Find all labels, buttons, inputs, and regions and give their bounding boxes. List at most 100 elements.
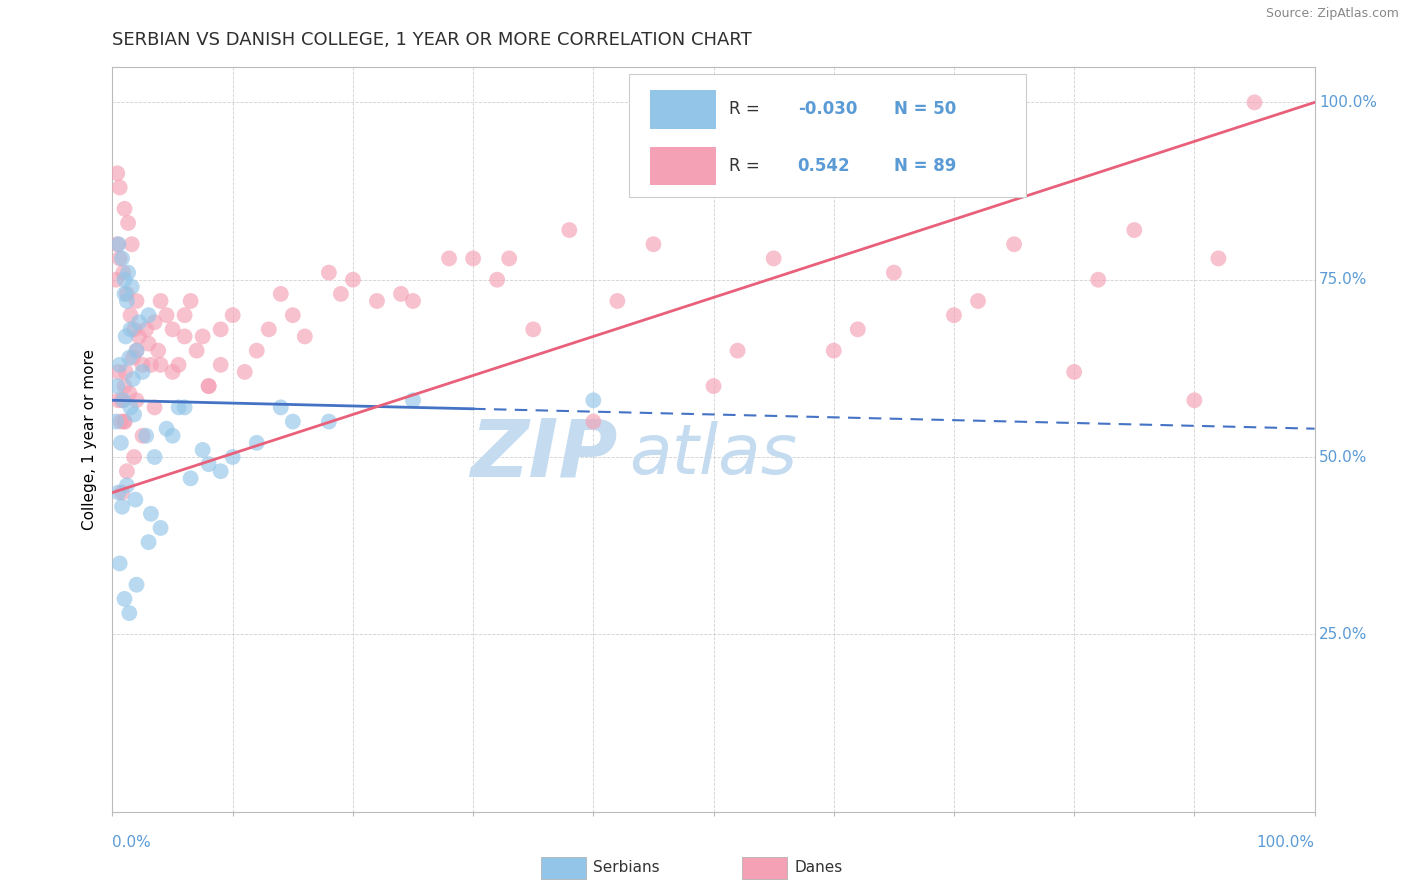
Point <box>114 365 136 379</box>
Point <box>131 358 153 372</box>
Point <box>122 408 145 422</box>
Point <box>115 464 138 478</box>
Point <box>389 286 412 301</box>
Point <box>191 442 214 457</box>
Text: R =: R = <box>730 101 765 119</box>
Point <box>121 280 143 294</box>
Point <box>318 415 340 429</box>
Point <box>246 343 269 358</box>
Point <box>942 308 965 322</box>
Point <box>186 343 208 358</box>
Point <box>110 415 132 429</box>
Point <box>114 286 136 301</box>
Point <box>118 351 141 365</box>
Text: N = 50: N = 50 <box>894 101 956 119</box>
Text: ZIP: ZIP <box>470 415 617 493</box>
Point <box>117 266 139 280</box>
Point <box>173 401 195 415</box>
Text: R =: R = <box>730 157 765 175</box>
Point <box>281 308 304 322</box>
Point <box>135 429 157 443</box>
Point <box>121 237 143 252</box>
Point <box>143 450 166 464</box>
Point <box>128 315 150 329</box>
Point <box>318 266 340 280</box>
Point <box>122 450 145 464</box>
Point <box>122 351 145 365</box>
Bar <box>650 90 716 128</box>
Point <box>727 343 749 358</box>
Point <box>122 322 145 336</box>
Point <box>967 293 990 308</box>
Text: 100.0%: 100.0% <box>1319 95 1376 110</box>
Point <box>108 252 131 266</box>
Point <box>108 180 131 194</box>
Point <box>173 308 195 322</box>
Point <box>162 429 184 443</box>
Point <box>107 365 129 379</box>
Point <box>118 606 141 620</box>
Point <box>112 393 135 408</box>
Point <box>209 322 232 336</box>
Point <box>209 358 232 372</box>
Point <box>115 478 138 492</box>
Point <box>606 293 628 308</box>
Point <box>122 372 145 386</box>
Text: 0.542: 0.542 <box>797 157 851 175</box>
Point <box>702 379 725 393</box>
Point <box>180 293 202 308</box>
Point <box>1184 393 1206 408</box>
Point <box>209 464 232 478</box>
Point <box>107 393 129 408</box>
Point <box>146 343 169 358</box>
Point <box>125 393 148 408</box>
Point <box>486 273 509 287</box>
Point <box>138 336 160 351</box>
Point <box>173 329 195 343</box>
Point <box>180 471 202 485</box>
Point <box>131 365 153 379</box>
Point <box>110 435 132 450</box>
Point <box>114 415 136 429</box>
Point <box>114 415 136 429</box>
Point <box>108 358 131 372</box>
Point <box>197 457 219 471</box>
Point <box>120 308 142 322</box>
Point <box>125 578 148 592</box>
Point <box>143 401 166 415</box>
Point <box>149 358 172 372</box>
Text: 25.0%: 25.0% <box>1319 627 1367 642</box>
Text: 50.0%: 50.0% <box>1319 450 1367 465</box>
Text: Danes: Danes <box>794 860 842 874</box>
Point <box>108 557 131 571</box>
Point <box>138 308 160 322</box>
Point <box>1087 273 1109 287</box>
Point <box>329 286 352 301</box>
Text: atlas: atlas <box>630 421 797 488</box>
Point <box>270 401 292 415</box>
Point <box>155 422 177 436</box>
Point <box>162 365 184 379</box>
Point <box>1123 223 1146 237</box>
Point <box>114 329 136 343</box>
Point <box>128 329 150 343</box>
Point <box>114 273 136 287</box>
Point <box>115 286 138 301</box>
Point <box>402 393 425 408</box>
Point <box>437 252 460 266</box>
Text: Source: ZipAtlas.com: Source: ZipAtlas.com <box>1265 7 1399 21</box>
Point <box>1208 252 1230 266</box>
Point <box>222 308 245 322</box>
Point <box>762 252 785 266</box>
Point <box>105 237 128 252</box>
Text: N = 89: N = 89 <box>894 157 956 175</box>
Point <box>107 485 129 500</box>
Bar <box>650 146 716 186</box>
Point <box>105 273 128 287</box>
Point <box>366 293 388 308</box>
Point <box>342 273 364 287</box>
Point <box>117 216 139 230</box>
Point <box>105 415 128 429</box>
Point <box>1243 95 1265 110</box>
Point <box>114 591 136 606</box>
